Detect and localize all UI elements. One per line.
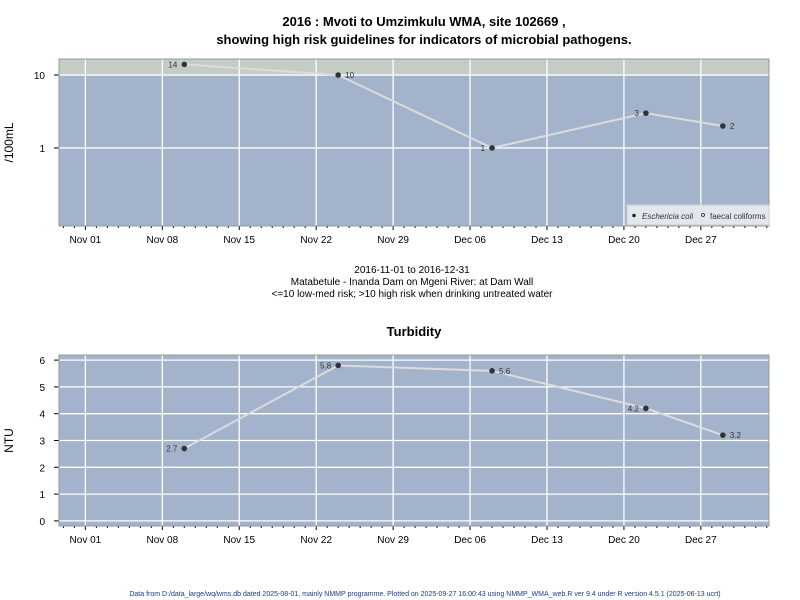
turbidity-plot: Nov 01 Nov 08 Nov 15 Nov 22 Nov 29 Dec 06 Dec …	[2, 354, 770, 546]
date-range: 2016-11-01 to 2016-12-31	[354, 265, 470, 276]
y-tick-label: 6	[39, 356, 45, 367]
plot-border	[58, 354, 770, 527]
chart1-title-line2: showing high risk guidelines for indicat…	[216, 32, 631, 47]
data-label: 14	[168, 60, 177, 69]
data-point	[643, 405, 649, 412]
y-axis-label: NTU	[2, 428, 16, 453]
data-label: 5.8	[320, 361, 332, 370]
x-tick-label: Dec 06	[454, 235, 486, 246]
risk-note: <=10 low-med risk; >10 high risk when dr…	[272, 289, 554, 300]
data-label: 10	[345, 71, 354, 80]
y-tick-label: 3	[39, 437, 45, 448]
legend-faecal-label: faecal coliforms	[710, 212, 766, 221]
chart2-title: Turbidity	[387, 324, 442, 339]
plot-border	[58, 58, 770, 227]
data-label: 1	[481, 144, 486, 153]
plot-panel	[59, 59, 769, 226]
x-tick-label: Dec 27	[685, 235, 717, 246]
data-label: 3.2	[730, 431, 742, 440]
x-tick-label: Nov 15	[223, 535, 255, 546]
y-tick-label: 2	[39, 463, 45, 474]
high-risk-band	[59, 59, 769, 76]
data-point	[720, 123, 726, 129]
x-tick-label: Nov 01	[70, 535, 102, 546]
x-tick-label: Nov 08	[146, 235, 178, 246]
x-tick-label: Dec 06	[454, 535, 486, 546]
y-tick-label: 10	[34, 71, 46, 82]
data-label: 2	[730, 122, 735, 131]
x-tick-label: Nov 29	[377, 235, 409, 246]
data-point	[181, 61, 188, 68]
x-tick-label: Dec 20	[608, 535, 640, 546]
legend: Eschericia coli faecal coliforms	[626, 204, 770, 226]
legend-ecoli-label: Eschericia coli	[642, 212, 693, 221]
data-point	[643, 110, 649, 116]
x-tick-label: Dec 13	[531, 235, 563, 246]
legend-ecoli-marker	[632, 213, 636, 218]
x-tick-label: Nov 01	[70, 235, 102, 246]
x-tick-label: Nov 22	[300, 235, 332, 246]
legend-box	[626, 204, 770, 226]
y-tick-label: 4	[39, 410, 45, 421]
x-tick-label: Nov 08	[146, 535, 178, 546]
data-point	[181, 445, 188, 452]
data-point	[489, 145, 495, 151]
data-point	[335, 362, 341, 369]
data-label: 2.7	[166, 445, 178, 454]
x-tick-label: Nov 22	[300, 535, 332, 546]
x-tick-label: Dec 13	[531, 535, 563, 546]
site-name: Matabetule - Inanda Dam on Mgeni River: …	[291, 277, 534, 288]
y-tick-label: 1	[39, 490, 45, 501]
y-tick-label: 1	[39, 144, 45, 155]
data-label: 3	[634, 109, 639, 118]
footer-note: Data from D:/data_large/wq/wms.db dated …	[129, 591, 720, 598]
ecoli-plot: Nov 01 Nov 08 Nov 15 Nov 22 Nov 29 Dec 06 Dec …	[2, 58, 770, 246]
data-point	[489, 368, 495, 374]
data-label: 5.6	[499, 367, 511, 376]
data-point	[335, 72, 341, 78]
data-point	[720, 432, 726, 438]
chart1-title-line1: 2016 : Mvoti to Umzimkulu WMA, site 1026…	[282, 14, 565, 29]
y-tick-label: 0	[39, 517, 45, 528]
legend-faecal-marker	[701, 213, 705, 217]
x-tick-label: Nov 29	[377, 535, 409, 546]
data-label: 4.2	[628, 404, 640, 413]
x-tick-label: Dec 20	[608, 235, 640, 246]
y-tick-label: 5	[39, 383, 45, 394]
x-tick-label: Dec 27	[685, 535, 717, 546]
y-axis-label: /100mL	[2, 122, 16, 162]
x-tick-label: Nov 15	[223, 235, 255, 246]
